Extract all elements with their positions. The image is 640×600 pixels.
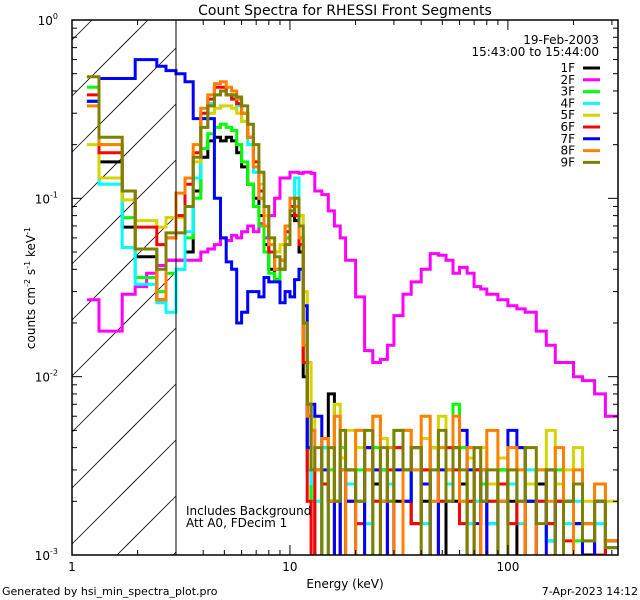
hatch-line xyxy=(71,271,177,377)
y-label-base: counts cm xyxy=(24,287,38,349)
legend-label-3F: 3F xyxy=(560,85,575,99)
x-tick-label: 100 xyxy=(496,560,519,574)
y-label-part: s xyxy=(24,269,38,279)
chart-title: Count Spectra for RHESSI Front Segments xyxy=(198,3,492,19)
x-axis-label: Energy (keV) xyxy=(306,577,383,591)
legend-label-6F: 6F xyxy=(560,120,575,134)
hatch-line xyxy=(71,19,149,97)
legend-label-2F: 2F xyxy=(560,73,575,87)
series-4F-line xyxy=(86,89,618,555)
footer-timestamp: 7-Apr-2023 14:12 xyxy=(542,585,638,598)
y-tick-label: 100 xyxy=(38,12,58,28)
y-label-part: keV xyxy=(24,234,38,261)
hatch-line xyxy=(71,103,177,209)
hatch-line xyxy=(71,19,93,41)
plot-frame xyxy=(71,19,619,556)
y-tick-label: 10-1 xyxy=(35,190,58,206)
axes: 1 10 100 10-3 10-2 10-1 100 xyxy=(35,12,618,574)
footer-generated-by: Generated by hsi_min_spectra_plot.pro xyxy=(2,585,218,598)
y-label-exp: -1 xyxy=(23,227,32,235)
legend-label-1F: 1F xyxy=(560,61,575,75)
observation-date: 19-Feb-2003 xyxy=(523,33,599,47)
hatch-line xyxy=(71,327,177,433)
y-tick-label: 10-2 xyxy=(35,369,58,385)
y-axis-label: counts cm-2 s-1 keV-1 xyxy=(23,227,38,349)
hatch-line xyxy=(71,439,177,545)
attenuator-hatch-region xyxy=(71,19,177,556)
legend-label-5F: 5F xyxy=(560,108,575,122)
legend-label-4F: 4F xyxy=(560,96,575,110)
y-label-exp: -1 xyxy=(23,261,32,269)
y-label-exp: -2 xyxy=(23,279,32,287)
x-tick-label: 1 xyxy=(68,560,76,574)
hatch-line xyxy=(71,215,177,321)
y-tick-label: 10-3 xyxy=(35,547,58,563)
legend-label-7F: 7F xyxy=(560,132,575,146)
observation-time-range: 15:43:00 to 15:44:00 xyxy=(472,45,599,59)
series-8F-line xyxy=(86,80,618,555)
legend-label-8F: 8F xyxy=(560,144,575,158)
series-2F-line xyxy=(86,170,618,418)
hatch-line xyxy=(71,383,177,489)
series-6F-line xyxy=(86,85,618,555)
x-tick-label: 10 xyxy=(282,560,297,574)
hatch-line xyxy=(116,495,177,556)
legend-label-9F: 9F xyxy=(560,155,575,169)
series-3F-line xyxy=(86,85,618,555)
hatch-line xyxy=(71,159,177,265)
annotation-attenuator: Att A0, FDecim 1 xyxy=(186,516,287,530)
series-9F-line xyxy=(86,75,618,555)
series-layer xyxy=(86,58,618,555)
annotation-background: Includes Background xyxy=(186,504,311,518)
